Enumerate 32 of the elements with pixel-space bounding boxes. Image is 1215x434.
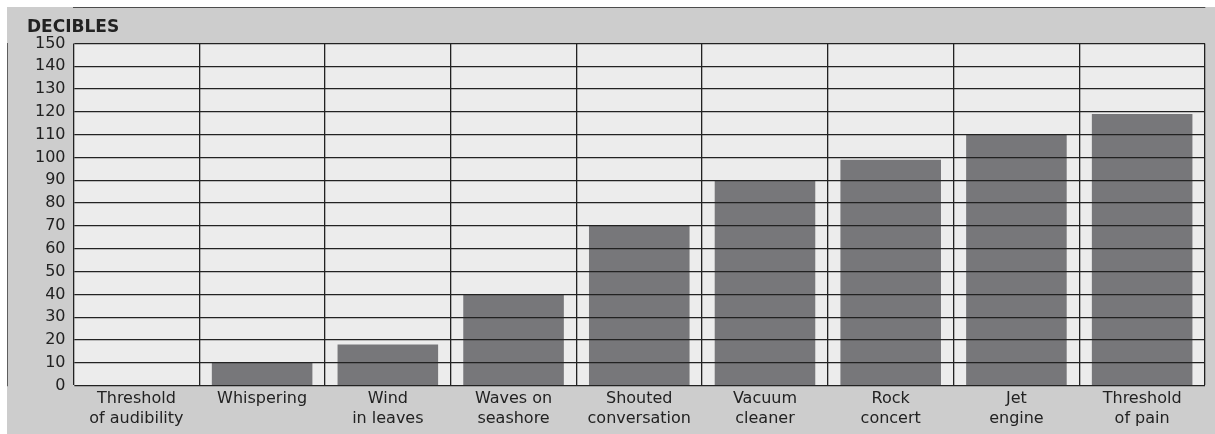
bar <box>966 134 1067 385</box>
y-tick-label: 100 <box>34 146 66 166</box>
x-tick-label: Waves on seashore <box>474 388 553 427</box>
bar <box>463 294 564 385</box>
x-tick-label: Jet engine <box>989 388 1044 427</box>
y-tick-label: 60 <box>45 237 66 257</box>
y-tick-label: 110 <box>34 123 66 143</box>
y-tick-label: 0 <box>55 374 66 394</box>
x-tick-label: Rock concert <box>860 388 921 427</box>
y-tick-label: 90 <box>45 169 66 189</box>
x-tick-label: Wind in leaves <box>352 388 424 427</box>
bar <box>714 180 816 385</box>
y-tick-label: 40 <box>45 283 66 303</box>
y-tick-label: 50 <box>45 260 66 280</box>
x-tick-label: Whispering <box>217 388 308 408</box>
bar <box>588 225 690 385</box>
y-tick-label: 20 <box>45 329 66 349</box>
y-tick-label: 120 <box>34 101 66 120</box>
y-tick-label: 140 <box>34 55 66 75</box>
y-tick-label: 30 <box>45 306 66 326</box>
bar <box>840 159 941 385</box>
x-tick-label: Vacuum cleaner <box>732 388 798 427</box>
x-tick-label: Shouted conversation <box>587 388 691 427</box>
y-tick-label: 130 <box>34 78 66 98</box>
x-tick-label: Threshold of pain <box>1101 388 1182 427</box>
y-tick-label: 10 <box>45 351 66 371</box>
y-tick-label: 80 <box>45 192 66 212</box>
bar <box>211 362 313 385</box>
y-tick-label: 70 <box>45 215 66 235</box>
x-tick-label: Threshold of audibility <box>89 388 184 427</box>
bar <box>337 344 439 385</box>
bar <box>1091 114 1193 385</box>
